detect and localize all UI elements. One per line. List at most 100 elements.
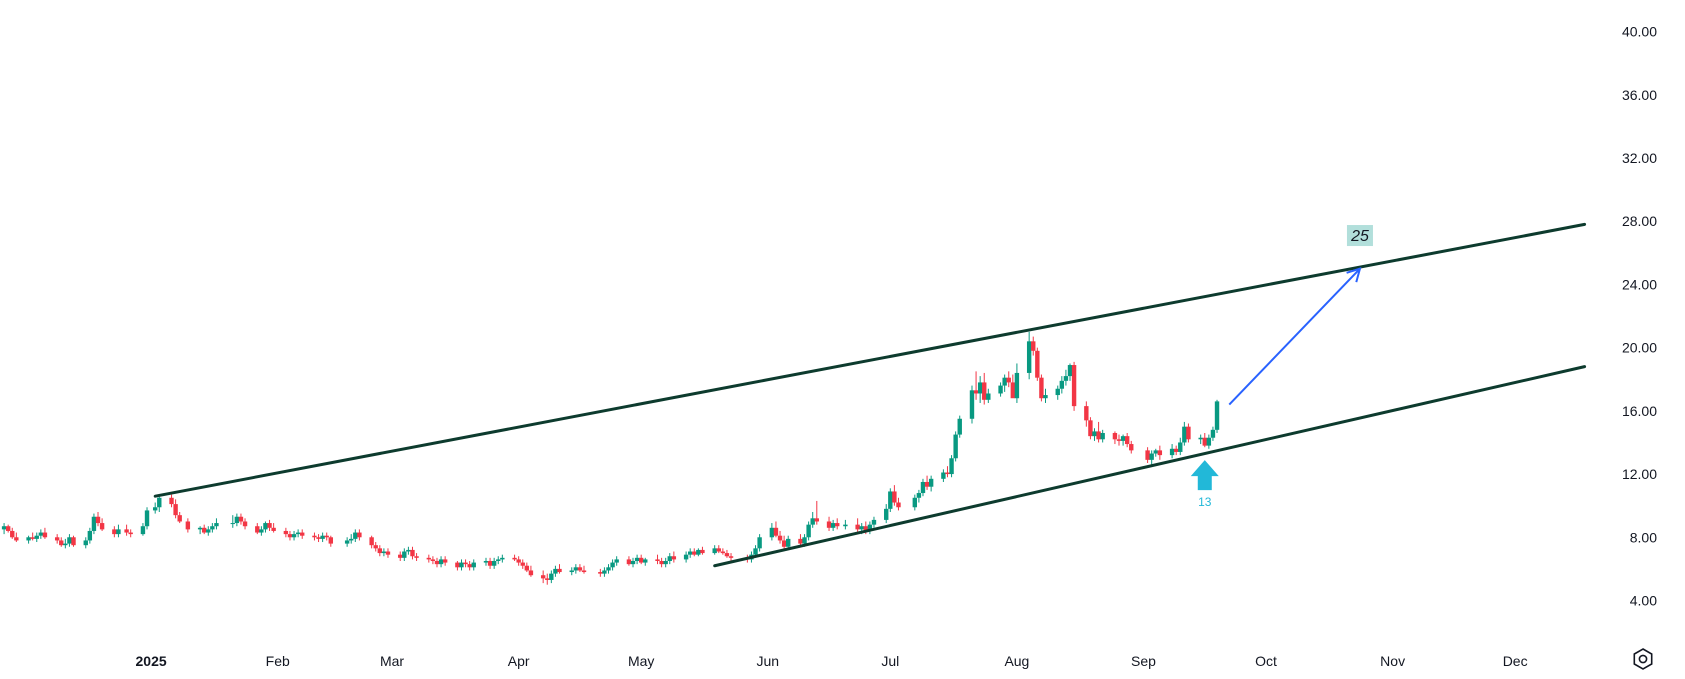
candle xyxy=(324,532,329,541)
candle xyxy=(696,548,701,557)
candle xyxy=(112,526,117,538)
y-tick-label: 20.00 xyxy=(1622,340,1657,356)
candle xyxy=(434,557,440,568)
projection-arrow-line[interactable] xyxy=(1228,267,1361,406)
candle xyxy=(124,524,129,536)
y-tick-label: 16.00 xyxy=(1622,403,1657,419)
candle xyxy=(835,518,840,530)
candle xyxy=(896,497,901,511)
candle xyxy=(610,559,615,571)
annotations[interactable]: 25 13 xyxy=(1190,225,1373,509)
candle xyxy=(969,385,975,424)
candle xyxy=(54,534,60,544)
candle xyxy=(34,532,39,543)
candle xyxy=(977,376,983,403)
candle xyxy=(577,564,583,573)
candle xyxy=(295,529,301,538)
candle xyxy=(344,537,350,547)
projection-arrow[interactable] xyxy=(1228,267,1362,406)
candle xyxy=(941,469,946,482)
candle xyxy=(483,557,489,566)
candle xyxy=(201,524,207,535)
candle xyxy=(71,535,76,547)
candle xyxy=(626,556,632,566)
candle xyxy=(1088,417,1093,440)
candle xyxy=(843,519,848,530)
candle xyxy=(1173,445,1179,456)
trendline-lower[interactable] xyxy=(713,365,1587,568)
candle xyxy=(781,535,787,550)
candle xyxy=(892,485,897,506)
candle xyxy=(26,535,31,544)
candle xyxy=(234,513,240,527)
y-tick-label: 8.00 xyxy=(1630,529,1657,545)
candle xyxy=(663,557,668,568)
candle xyxy=(924,475,930,490)
candle xyxy=(855,518,860,533)
candle xyxy=(1006,371,1011,388)
candle xyxy=(316,534,321,543)
trendline-upper[interactable] xyxy=(153,222,1587,498)
candle xyxy=(692,548,697,557)
candle xyxy=(912,494,918,511)
candle xyxy=(487,557,493,569)
candle xyxy=(1031,336,1036,356)
candle xyxy=(757,534,762,552)
candle xyxy=(1129,440,1134,454)
candle xyxy=(986,388,991,403)
candle xyxy=(140,523,146,536)
candle xyxy=(630,557,636,568)
y-tick-label: 24.00 xyxy=(1622,276,1657,292)
settings-gear-icon[interactable] xyxy=(1632,648,1654,670)
candle xyxy=(810,512,815,528)
x-tick-label: 2025 xyxy=(136,653,167,669)
candle xyxy=(1153,448,1158,457)
candle xyxy=(606,564,611,574)
candle xyxy=(1096,421,1101,443)
candle xyxy=(716,545,721,554)
candle xyxy=(144,507,150,530)
candle xyxy=(520,559,525,569)
candle xyxy=(38,529,44,539)
candle xyxy=(1182,421,1187,446)
candle xyxy=(1186,423,1191,443)
candle xyxy=(614,556,619,566)
candle xyxy=(1063,369,1069,386)
x-tick-label: Nov xyxy=(1380,653,1405,669)
candle xyxy=(998,382,1003,397)
x-tick-label: Jul xyxy=(881,653,899,669)
signal-up-arrow-icon[interactable] xyxy=(1190,460,1219,491)
candle xyxy=(238,513,244,525)
candle xyxy=(255,523,260,535)
candle xyxy=(491,557,497,569)
candle xyxy=(402,548,407,561)
candle xyxy=(5,524,11,533)
candle xyxy=(549,570,554,584)
candle xyxy=(185,518,191,533)
candle xyxy=(557,564,562,574)
candle xyxy=(982,372,987,405)
candle xyxy=(353,529,358,543)
y-tick-label: 32.00 xyxy=(1622,150,1657,166)
target-label-box[interactable] xyxy=(1346,225,1373,247)
candle xyxy=(59,537,64,547)
candle xyxy=(973,371,979,400)
candle xyxy=(512,554,517,561)
candle xyxy=(99,518,105,531)
candle xyxy=(287,530,293,541)
candle xyxy=(1084,401,1089,427)
candle xyxy=(500,554,505,563)
candle xyxy=(769,523,775,541)
candle xyxy=(1198,434,1203,445)
candle xyxy=(638,554,644,565)
candle xyxy=(67,534,72,547)
candle xyxy=(553,565,558,577)
candle xyxy=(230,515,235,528)
trendlines[interactable] xyxy=(153,222,1587,568)
candle xyxy=(406,546,411,555)
candle xyxy=(1157,445,1163,460)
candle xyxy=(773,521,779,538)
candle xyxy=(806,521,811,541)
candle xyxy=(1214,399,1220,433)
